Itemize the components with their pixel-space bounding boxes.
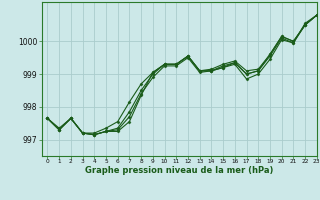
X-axis label: Graphe pression niveau de la mer (hPa): Graphe pression niveau de la mer (hPa): [85, 166, 273, 175]
